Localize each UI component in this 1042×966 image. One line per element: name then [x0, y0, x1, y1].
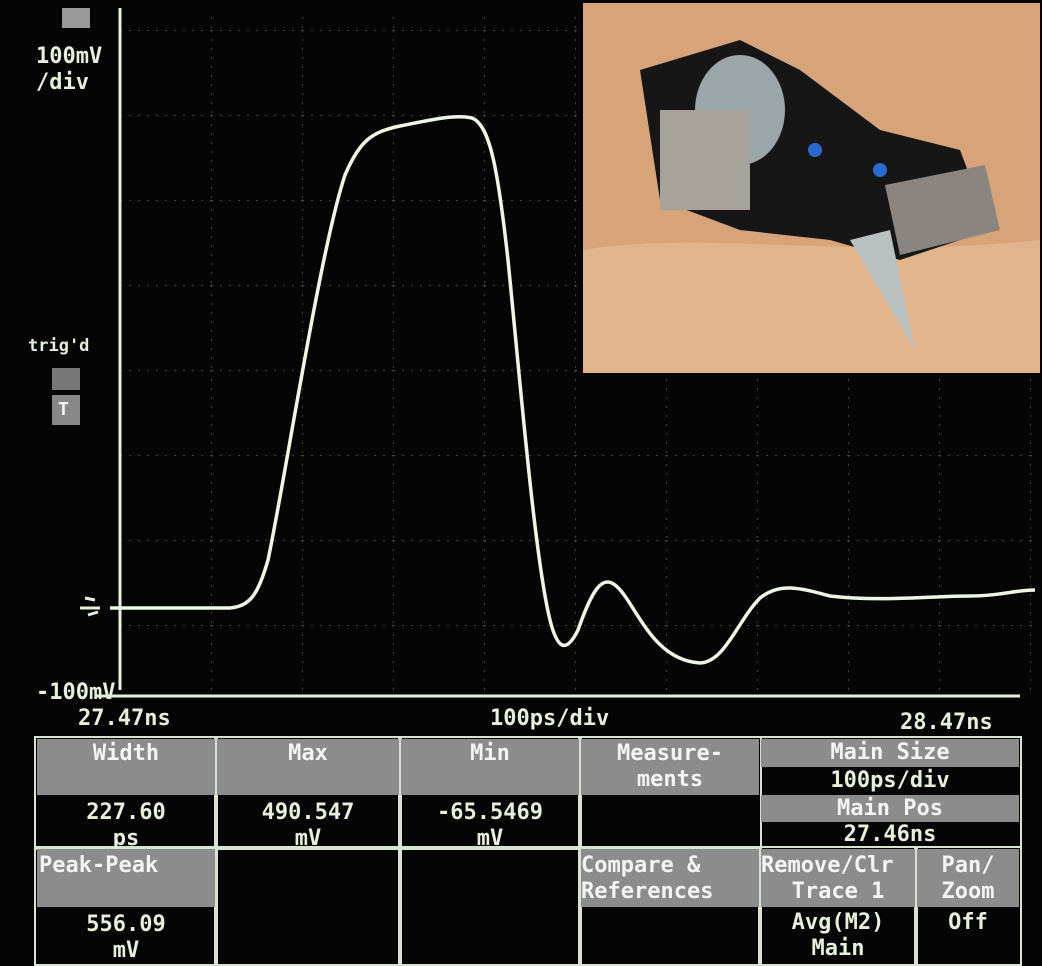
photo-wood [583, 240, 1040, 373]
label-band: Min [401, 739, 579, 795]
measurement-value: 490.547 [217, 800, 399, 826]
measurement-unit: mV [401, 826, 579, 852]
scale-label: 100mV [36, 44, 102, 70]
menu-text: References [581, 879, 713, 905]
label-band: Peak-Peak [37, 849, 215, 907]
measurement-label: Min [401, 741, 579, 767]
label-band: Max [217, 739, 399, 795]
menu-button[interactable]: Remove/Clr Trace 1 [761, 849, 915, 907]
cell [398, 846, 582, 966]
measurement-unit: mV [217, 826, 399, 852]
bottom-label: -100mV [36, 680, 115, 706]
menu-text: Zoom [917, 879, 1019, 905]
time-scale: 100ps/div [490, 706, 609, 732]
measurement-value: 227.60 [37, 800, 215, 826]
time-start: 27.47ns [78, 706, 171, 732]
menu-text: Trace 1 [761, 879, 915, 905]
photo-part [808, 143, 822, 157]
measurement-label: Peak-Peak [39, 853, 158, 879]
measurement-unit: mV [37, 938, 215, 964]
measurement-label: Width [37, 741, 215, 767]
menu-text: ments [581, 767, 759, 793]
menu-text: Measure- [581, 741, 759, 767]
menu-button[interactable]: Measure- ments [581, 739, 759, 795]
cell [214, 846, 402, 966]
channel-tab [62, 8, 90, 28]
scale-unit: /div [36, 70, 89, 96]
menu-value: Main [761, 936, 915, 962]
measurement-label: Max [217, 741, 399, 767]
menu-text: Compare & [581, 853, 700, 879]
menu-text: Pan/ [917, 853, 1019, 879]
measurement-value: 556.09 [37, 912, 215, 938]
photo-plate [660, 110, 750, 210]
trigger-icon [52, 368, 80, 390]
menu-value: 100ps/div [761, 768, 1019, 794]
trigger-label: T [58, 397, 69, 423]
menu-text: Main Size [761, 740, 1019, 766]
ground-marker [80, 598, 100, 615]
page: 100mV /div trig'd T -100mV 27.47ns 100ps… [0, 0, 1042, 963]
menu-button[interactable]: Main Size [761, 739, 1019, 767]
menu-value: Avg(M2) [761, 910, 915, 936]
trigger-status: trig'd [28, 333, 89, 359]
label-band: Width [37, 739, 215, 795]
menu-text: Remove/Clr [761, 853, 893, 879]
menu-button[interactable]: Compare & References [581, 849, 759, 907]
menu-button[interactable]: Pan/ Zoom [917, 849, 1019, 907]
time-end: 28.47ns [900, 710, 993, 736]
menu-text: Main Pos [761, 796, 1019, 822]
photo-part [873, 163, 887, 177]
menu-value: 27.46ns [761, 822, 1019, 848]
menu-button[interactable]: Main Pos [761, 795, 1019, 822]
measurement-value: -65.5469 [401, 800, 579, 826]
menu-value: Off [917, 910, 1019, 936]
